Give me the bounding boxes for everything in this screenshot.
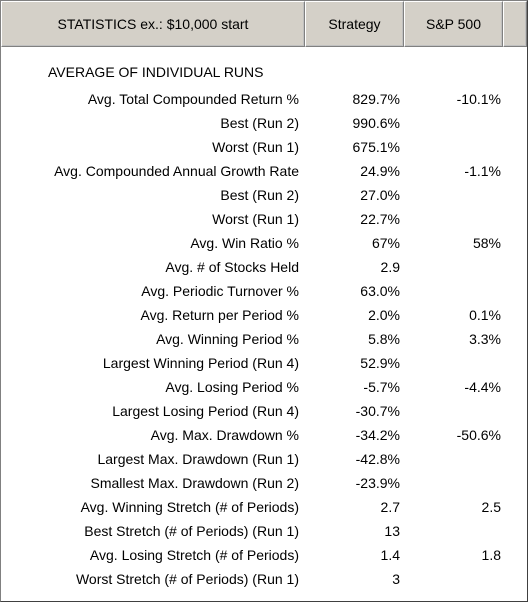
sp500-column-header-label: S&P 500 — [425, 16, 481, 32]
strategy-column-header[interactable]: Strategy — [305, 1, 404, 47]
statistic-label: Worst (Run 1) — [212, 139, 299, 155]
strategy-value: 24.9% — [360, 163, 400, 179]
statistic-row: Avg. Return per Period % 2.0% 0.1% — [1, 303, 527, 327]
strategy-value: -30.7% — [355, 403, 400, 419]
statistic-label: Worst (Run 1) — [212, 211, 299, 227]
statistic-row: Avg. # of Stocks Held 2.9 — [1, 255, 527, 279]
strategy-value: -34.2% — [355, 427, 400, 443]
strategy-value: -42.8% — [355, 451, 400, 467]
sp500-value: 0.1% — [469, 307, 501, 323]
statistics-column-header[interactable]: STATISTICS ex.: $10,000 start — [1, 1, 305, 47]
strategy-value: 1.4 — [380, 547, 400, 563]
statistic-row: Largest Max. Drawdown (Run 1) -42.8% — [1, 447, 527, 471]
statistic-label: Avg. Return per Period % — [140, 307, 300, 323]
statistic-row: Avg. Max. Drawdown % -34.2% -50.6% — [1, 423, 527, 447]
sp500-value: 1.8 — [481, 547, 501, 563]
sp500-column-header[interactable]: S&P 500 — [404, 1, 503, 47]
strategy-value: 5.8% — [368, 331, 400, 347]
header-filler — [503, 1, 527, 47]
statistic-row: Best Stretch (# of Periods) (Run 1) 13 — [1, 519, 527, 543]
statistic-label: Best (Run 2) — [220, 115, 299, 131]
strategy-value: 2.9 — [380, 259, 400, 275]
strategy-value: 27.0% — [360, 187, 400, 203]
section-title: AVERAGE OF INDIVIDUAL RUNS — [48, 64, 264, 80]
statistic-label: Avg. Periodic Turnover % — [141, 283, 299, 299]
strategy-value: 13 — [384, 523, 400, 539]
statistic-label: Best Stretch (# of Periods) (Run 1) — [84, 523, 299, 539]
statistic-label: Avg. Losing Period % — [165, 379, 299, 395]
statistic-row: Avg. Winning Stretch (# of Periods) 2.7 2.… — [1, 495, 527, 519]
sp500-value: -1.1% — [464, 163, 501, 179]
statistic-label: Worst Stretch (# of Periods) (Run 1) — [75, 571, 299, 587]
sp500-value: -10.1% — [456, 91, 501, 107]
strategy-value: 63.0% — [360, 283, 400, 299]
statistics-column-header-label: STATISTICS ex.: $10,000 start — [57, 16, 249, 32]
column-header-row: STATISTICS ex.: $10,000 start Strategy S… — [1, 1, 527, 47]
sp500-value: 2.5 — [481, 499, 501, 515]
statistic-row: Avg. Total Compounded Return % 829.7% -10.… — [1, 87, 527, 111]
statistic-label: Avg. Max. Drawdown % — [150, 427, 299, 443]
statistic-row: Avg. Win Ratio % 67% 58% — [1, 231, 527, 255]
statistic-row: Smallest Max. Drawdown (Run 2) -23.9% — [1, 471, 527, 495]
sp500-value: 3.3% — [469, 331, 501, 347]
strategy-value: 675.1% — [352, 139, 400, 155]
statistic-label: Avg. Compounded Annual Growth Rate — [54, 163, 299, 179]
statistic-label: Avg. # of Stocks Held — [165, 259, 299, 275]
statistic-label: Smallest Max. Drawdown (Run 2) — [90, 475, 299, 491]
sp500-value: -50.6% — [456, 427, 501, 443]
sp500-value: 58% — [472, 235, 501, 251]
statistic-row: Best (Run 2) 27.0% — [1, 183, 527, 207]
statistic-label: Avg. Losing Stretch (# of Periods) — [89, 547, 299, 563]
statistic-label: Largest Winning Period (Run 4) — [102, 355, 299, 371]
statistic-row: Avg. Losing Stretch (# of Periods) 1.4 1.8 — [1, 543, 527, 567]
statistic-row: Largest Losing Period (Run 4) -30.7% — [1, 399, 527, 423]
statistic-label: Avg. Total Compounded Return % — [87, 91, 299, 107]
strategy-value: 2.7 — [380, 499, 400, 515]
statistic-row: Avg. Compounded Annual Growth Rate 24.9% -… — [1, 159, 527, 183]
strategy-value: 990.6% — [352, 115, 400, 131]
statistic-row: Worst (Run 1) 675.1% — [1, 135, 527, 159]
strategy-value: -5.7% — [363, 379, 400, 395]
statistic-row: Best (Run 2) 990.6% — [1, 111, 527, 135]
statistic-row: Avg. Periodic Turnover % 63.0% — [1, 279, 527, 303]
statistic-label: Largest Losing Period (Run 4) — [112, 403, 299, 419]
strategy-column-header-label: Strategy — [328, 16, 381, 32]
statistic-label: Avg. Win Ratio % — [190, 235, 299, 251]
strategy-value: 3 — [392, 571, 400, 587]
strategy-value: -23.9% — [355, 475, 400, 491]
statistic-label: Largest Max. Drawdown (Run 1) — [97, 451, 299, 467]
strategy-value: 52.9% — [360, 355, 400, 371]
statistic-row: Worst Stretch (# of Periods) (Run 1) 3 — [1, 567, 527, 591]
statistic-row: Avg. Winning Period % 5.8% 3.3% — [1, 327, 527, 351]
statistics-rows: Avg. Total Compounded Return % 829.7% -10.… — [1, 87, 527, 591]
statistic-label: Best (Run 2) — [220, 187, 299, 203]
statistic-row: Largest Winning Period (Run 4) 52.9% — [1, 351, 527, 375]
sp500-value: -4.4% — [464, 379, 501, 395]
strategy-value: 2.0% — [368, 307, 400, 323]
strategy-value: 22.7% — [360, 211, 400, 227]
statistic-row: Avg. Losing Period % -5.7% -4.4% — [1, 375, 527, 399]
statistic-label: Avg. Winning Period % — [156, 331, 299, 347]
strategy-value: 67% — [371, 235, 400, 251]
strategy-value: 829.7% — [352, 91, 400, 107]
statistic-label: Avg. Winning Stretch (# of Periods) — [80, 499, 299, 515]
statistic-row: Worst (Run 1) 22.7% — [1, 207, 527, 231]
